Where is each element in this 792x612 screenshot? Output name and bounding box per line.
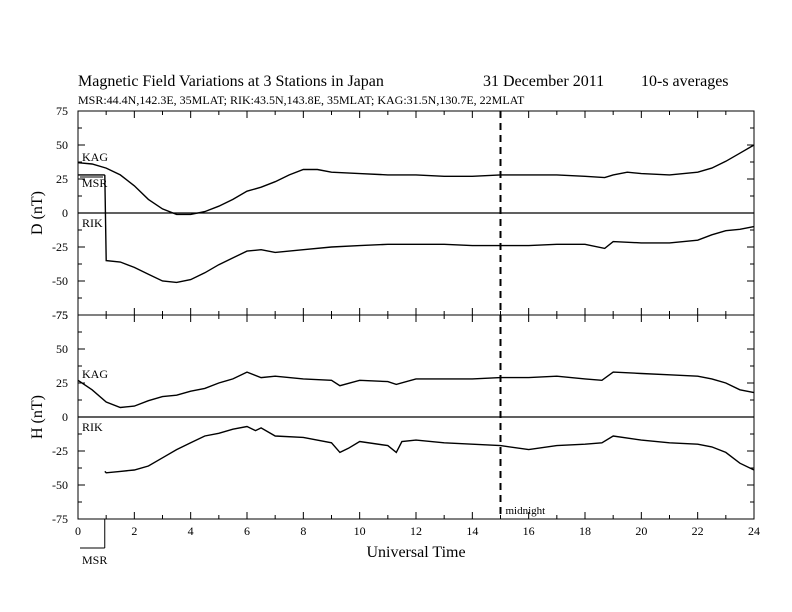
x-tick-label: 8 <box>300 524 306 538</box>
x-tick-label: 24 <box>748 524 760 538</box>
chart-averaging: 10-s averages <box>641 73 729 90</box>
x-axis-label: Universal Time <box>366 544 465 561</box>
d-y-tick-label: -25 <box>52 240 68 254</box>
midnight-label: midnight <box>506 505 546 517</box>
x-tick-label: 10 <box>354 524 366 538</box>
d-y-tick-label: 50 <box>56 138 68 152</box>
x-tick-label: 4 <box>188 524 194 538</box>
d-label-kag: KAG <box>82 150 108 164</box>
x-tick-label: 18 <box>579 524 591 538</box>
x-tick-label: 12 <box>410 524 422 538</box>
h-y-tick-label: 75 <box>56 308 68 322</box>
d-series-kag <box>77 144 755 216</box>
chart-date: 31 December 2011 <box>483 73 605 90</box>
station-coordinates: MSR:44.4N,142.3E, 35MLAT; RIK:43.5N,143.… <box>78 93 525 107</box>
x-tick-label: 2 <box>131 524 137 538</box>
d-y-tick-label: -50 <box>52 274 68 288</box>
h-y-tick-label: 50 <box>56 342 68 356</box>
x-tick-label: 14 <box>466 524 478 538</box>
d-y-tick-label: 25 <box>56 172 68 186</box>
x-tick-label: 16 <box>523 524 535 538</box>
x-tick-label: 0 <box>75 524 81 538</box>
h-y-tick-label: -75 <box>52 512 68 526</box>
h-series-kag <box>77 371 755 409</box>
x-tick-label: 20 <box>635 524 647 538</box>
d-label-msr: MSR <box>82 176 107 190</box>
h-y-tick-label: -50 <box>52 478 68 492</box>
h-label-rik: RIK <box>82 420 103 434</box>
h-y-tick-label: -25 <box>52 444 68 458</box>
x-tick-label: 22 <box>692 524 704 538</box>
h-series-rik <box>104 425 755 474</box>
h-y-axis-label: H (nT) <box>29 395 46 439</box>
d-y-tick-label: -75 <box>52 308 68 322</box>
d-y-tick-label: 0 <box>62 206 68 220</box>
d-label-rik: RIK <box>82 216 103 230</box>
h-y-tick-label: 0 <box>62 410 68 424</box>
d-y-tick-label: 75 <box>56 104 68 118</box>
d-y-axis-label: D (nT) <box>29 191 46 235</box>
h-y-tick-label: 25 <box>56 376 68 390</box>
h-label-kag: KAG <box>82 367 108 381</box>
x-tick-label: 6 <box>244 524 250 538</box>
chart-title: Magnetic Field Variations at 3 Stations … <box>78 73 384 90</box>
h-label-msr: MSR <box>82 553 107 567</box>
d-series-rik <box>104 174 755 284</box>
